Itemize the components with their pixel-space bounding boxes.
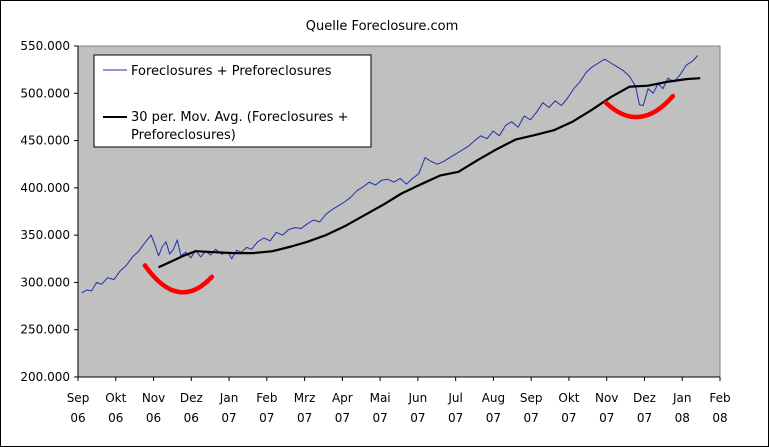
x-tick-label-year: 08 [712, 411, 727, 425]
y-tick-label: 500.000 [20, 86, 70, 100]
x-tick-label-year: 07 [297, 411, 312, 425]
x-tick-label-year: 07 [221, 411, 236, 425]
x-axis-ticks: Sep 06 Okt 06 Nov 06 Dez 06 Jan 07 Feb 07 Mrz 07 Apr 07… [67, 377, 731, 425]
x-tick-label-month: Mrz [294, 391, 316, 405]
x-tick-label-year: 07 [448, 411, 463, 425]
x-tick-label-year: 06 [70, 411, 85, 425]
x-tick-label-year: 07 [561, 411, 576, 425]
x-tick-label-year: 07 [335, 411, 350, 425]
x-tick-label-month: Jul [447, 391, 462, 405]
red-arc-annotation-2 [603, 93, 676, 120]
chart-title: Quelle Foreclosure.com [306, 19, 459, 34]
x-tick-label-month: Jun [408, 391, 428, 405]
x-tick-label-month: Nov [595, 391, 618, 405]
x-tick-label-month: Aug [482, 391, 505, 405]
x-tick-label-month: Feb [256, 391, 277, 405]
red-arc-annotation-1 [142, 263, 215, 295]
x-tick-label-month: Dez [180, 391, 203, 405]
x-tick-label-month: Okt [105, 391, 126, 405]
legend-label-moving-average: 30 per. Mov. Avg. (Foreclosures + Prefore… [131, 110, 348, 143]
x-tick-label-year: 07 [372, 411, 387, 425]
legend-box [93, 54, 372, 148]
x-tick-label-year: 06 [108, 411, 123, 425]
y-tick-label: 350.000 [20, 228, 70, 242]
y-axis-ticks: 200.000 250.000 300.000 350.000 400.000 450.0… [20, 39, 78, 384]
y-tick-label: 250.000 [20, 323, 70, 337]
axes [77, 46, 720, 378]
x-tick-label-month: Dez [633, 391, 656, 405]
x-tick-label-month: Sep [67, 391, 90, 405]
legend-label-foreclosures: Foreclosures + Preforeclosures [131, 64, 332, 79]
x-tick-label-year: 07 [599, 411, 614, 425]
x-tick-label-year: 06 [184, 411, 199, 425]
x-tick-label-month: Jan [219, 391, 239, 405]
y-tick-label: 450.000 [20, 134, 70, 148]
x-tick-label-month: Sep [520, 391, 543, 405]
x-tick-label-year: 07 [259, 411, 274, 425]
x-tick-label-year: 07 [410, 411, 425, 425]
x-tick-label-month: Apr [332, 391, 353, 405]
x-tick-label-year: 07 [486, 411, 501, 425]
x-tick-label-month: Jan [672, 391, 692, 405]
x-tick-label-month: Nov [142, 391, 165, 405]
x-tick-label-year: 06 [146, 411, 161, 425]
annotation-layer [142, 93, 676, 295]
y-tick-label: 200.000 [20, 370, 70, 384]
x-tick-label-year: 08 [675, 411, 690, 425]
y-tick-label: 400.000 [20, 181, 70, 195]
series-line-moving-average [158, 77, 701, 269]
series-layer [81, 55, 701, 294]
series-line-foreclosures [81, 55, 699, 294]
y-tick-label: 300.000 [20, 275, 70, 289]
y-tick-label: 550.000 [20, 39, 70, 53]
x-tick-label-year: 07 [524, 411, 539, 425]
x-tick-label-month: Okt [558, 391, 579, 405]
x-tick-label-year: 07 [637, 411, 652, 425]
x-tick-label-month: Mai [370, 391, 391, 405]
legend: Foreclosures + Preforeclosures 30 per. M… [93, 54, 372, 148]
x-tick-label-month: Feb [709, 391, 730, 405]
